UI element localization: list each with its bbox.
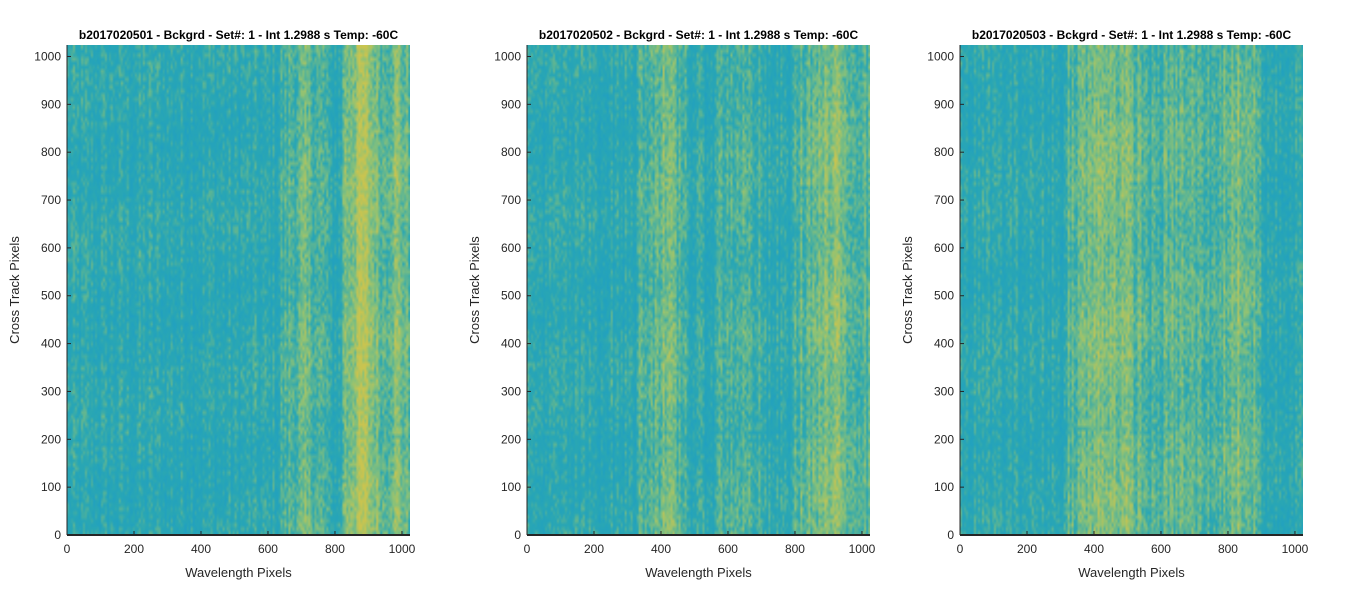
y-tick-label: 1000 — [494, 49, 521, 63]
y-tick-label: 800 — [934, 145, 954, 159]
y-axis-label: Cross Track Pixels — [7, 236, 22, 344]
y-tick-label: 200 — [501, 432, 521, 446]
x-axis-label: Wavelength Pixels — [185, 565, 292, 580]
y-tick-label: 200 — [934, 432, 954, 446]
x-tick-label: 800 — [1218, 542, 1238, 556]
y-tick-label: 600 — [41, 241, 61, 255]
x-tick-label: 200 — [584, 542, 604, 556]
x-tick-label: 1000 — [389, 542, 416, 556]
heatmap-image — [67, 45, 410, 535]
y-tick-label: 400 — [501, 337, 521, 351]
y-tick-label: 500 — [501, 289, 521, 303]
y-tick-label: 1000 — [927, 49, 954, 63]
y-tick-label: 600 — [934, 241, 954, 255]
y-tick-label: 200 — [41, 432, 61, 446]
heatmap-image — [960, 45, 1303, 535]
y-tick-label: 800 — [41, 145, 61, 159]
axes-panel-3: 0 200 400 600 800 1000 0 100 200 300 400 500 600 700 8… — [900, 28, 1309, 580]
y-tick-label: 100 — [41, 480, 61, 494]
y-tick-label: 300 — [41, 384, 61, 398]
x-tick-label: 1000 — [849, 542, 876, 556]
x-tick-label: 200 — [1017, 542, 1037, 556]
x-tick-label: 400 — [191, 542, 211, 556]
chart-title: b2017020503 - Bckgrd - Set#: 1 - Int 1.2… — [972, 28, 1292, 42]
y-tick-label: 500 — [41, 289, 61, 303]
y-tick-label: 700 — [934, 193, 954, 207]
y-tick-label: 300 — [934, 384, 954, 398]
x-tick-label: 600 — [1151, 542, 1171, 556]
x-tick-label: 400 — [651, 542, 671, 556]
x-tick-label: 200 — [124, 542, 144, 556]
x-tick-label: 0 — [957, 542, 964, 556]
y-tick-label: 500 — [934, 289, 954, 303]
y-tick-label: 900 — [41, 97, 61, 111]
y-tick-label: 0 — [947, 528, 954, 542]
y-tick-label: 900 — [934, 97, 954, 111]
y-tick-label: 400 — [41, 337, 61, 351]
x-tick-label: 0 — [524, 542, 531, 556]
y-tick-label: 300 — [501, 384, 521, 398]
y-tick-label: 100 — [934, 480, 954, 494]
x-tick-label: 400 — [1084, 542, 1104, 556]
x-axis-label: Wavelength Pixels — [645, 565, 752, 580]
x-tick-label: 600 — [718, 542, 738, 556]
axes-panel-2: 0 200 400 600 800 1000 0 100 200 300 400 500 600 700 8… — [467, 28, 876, 580]
y-tick-label: 0 — [514, 528, 521, 542]
y-axis-label: Cross Track Pixels — [467, 236, 482, 344]
y-tick-label: 400 — [934, 337, 954, 351]
x-tick-label: 800 — [785, 542, 805, 556]
y-tick-label: 0 — [54, 528, 61, 542]
y-tick-label: 600 — [501, 241, 521, 255]
y-tick-label: 100 — [501, 480, 521, 494]
x-tick-label: 800 — [325, 542, 345, 556]
axes-panel-1: 0 200 400 600 800 1000 0 100 200 300 400 500 600 700 8… — [7, 28, 416, 580]
x-tick-label: 600 — [258, 542, 278, 556]
chart-title: b2017020502 - Bckgrd - Set#: 1 - Int 1.2… — [539, 28, 859, 42]
chart-title: b2017020501 - Bckgrd - Set#: 1 - Int 1.2… — [79, 28, 399, 42]
y-tick-label: 800 — [501, 145, 521, 159]
y-tick-label: 700 — [501, 193, 521, 207]
heatmap-image — [527, 45, 870, 535]
y-tick-label: 700 — [41, 193, 61, 207]
x-tick-label: 0 — [64, 542, 71, 556]
x-tick-label: 1000 — [1282, 542, 1309, 556]
y-axis-label: Cross Track Pixels — [900, 236, 915, 344]
x-axis-label: Wavelength Pixels — [1078, 565, 1185, 580]
y-tick-label: 1000 — [34, 49, 61, 63]
y-tick-label: 900 — [501, 97, 521, 111]
